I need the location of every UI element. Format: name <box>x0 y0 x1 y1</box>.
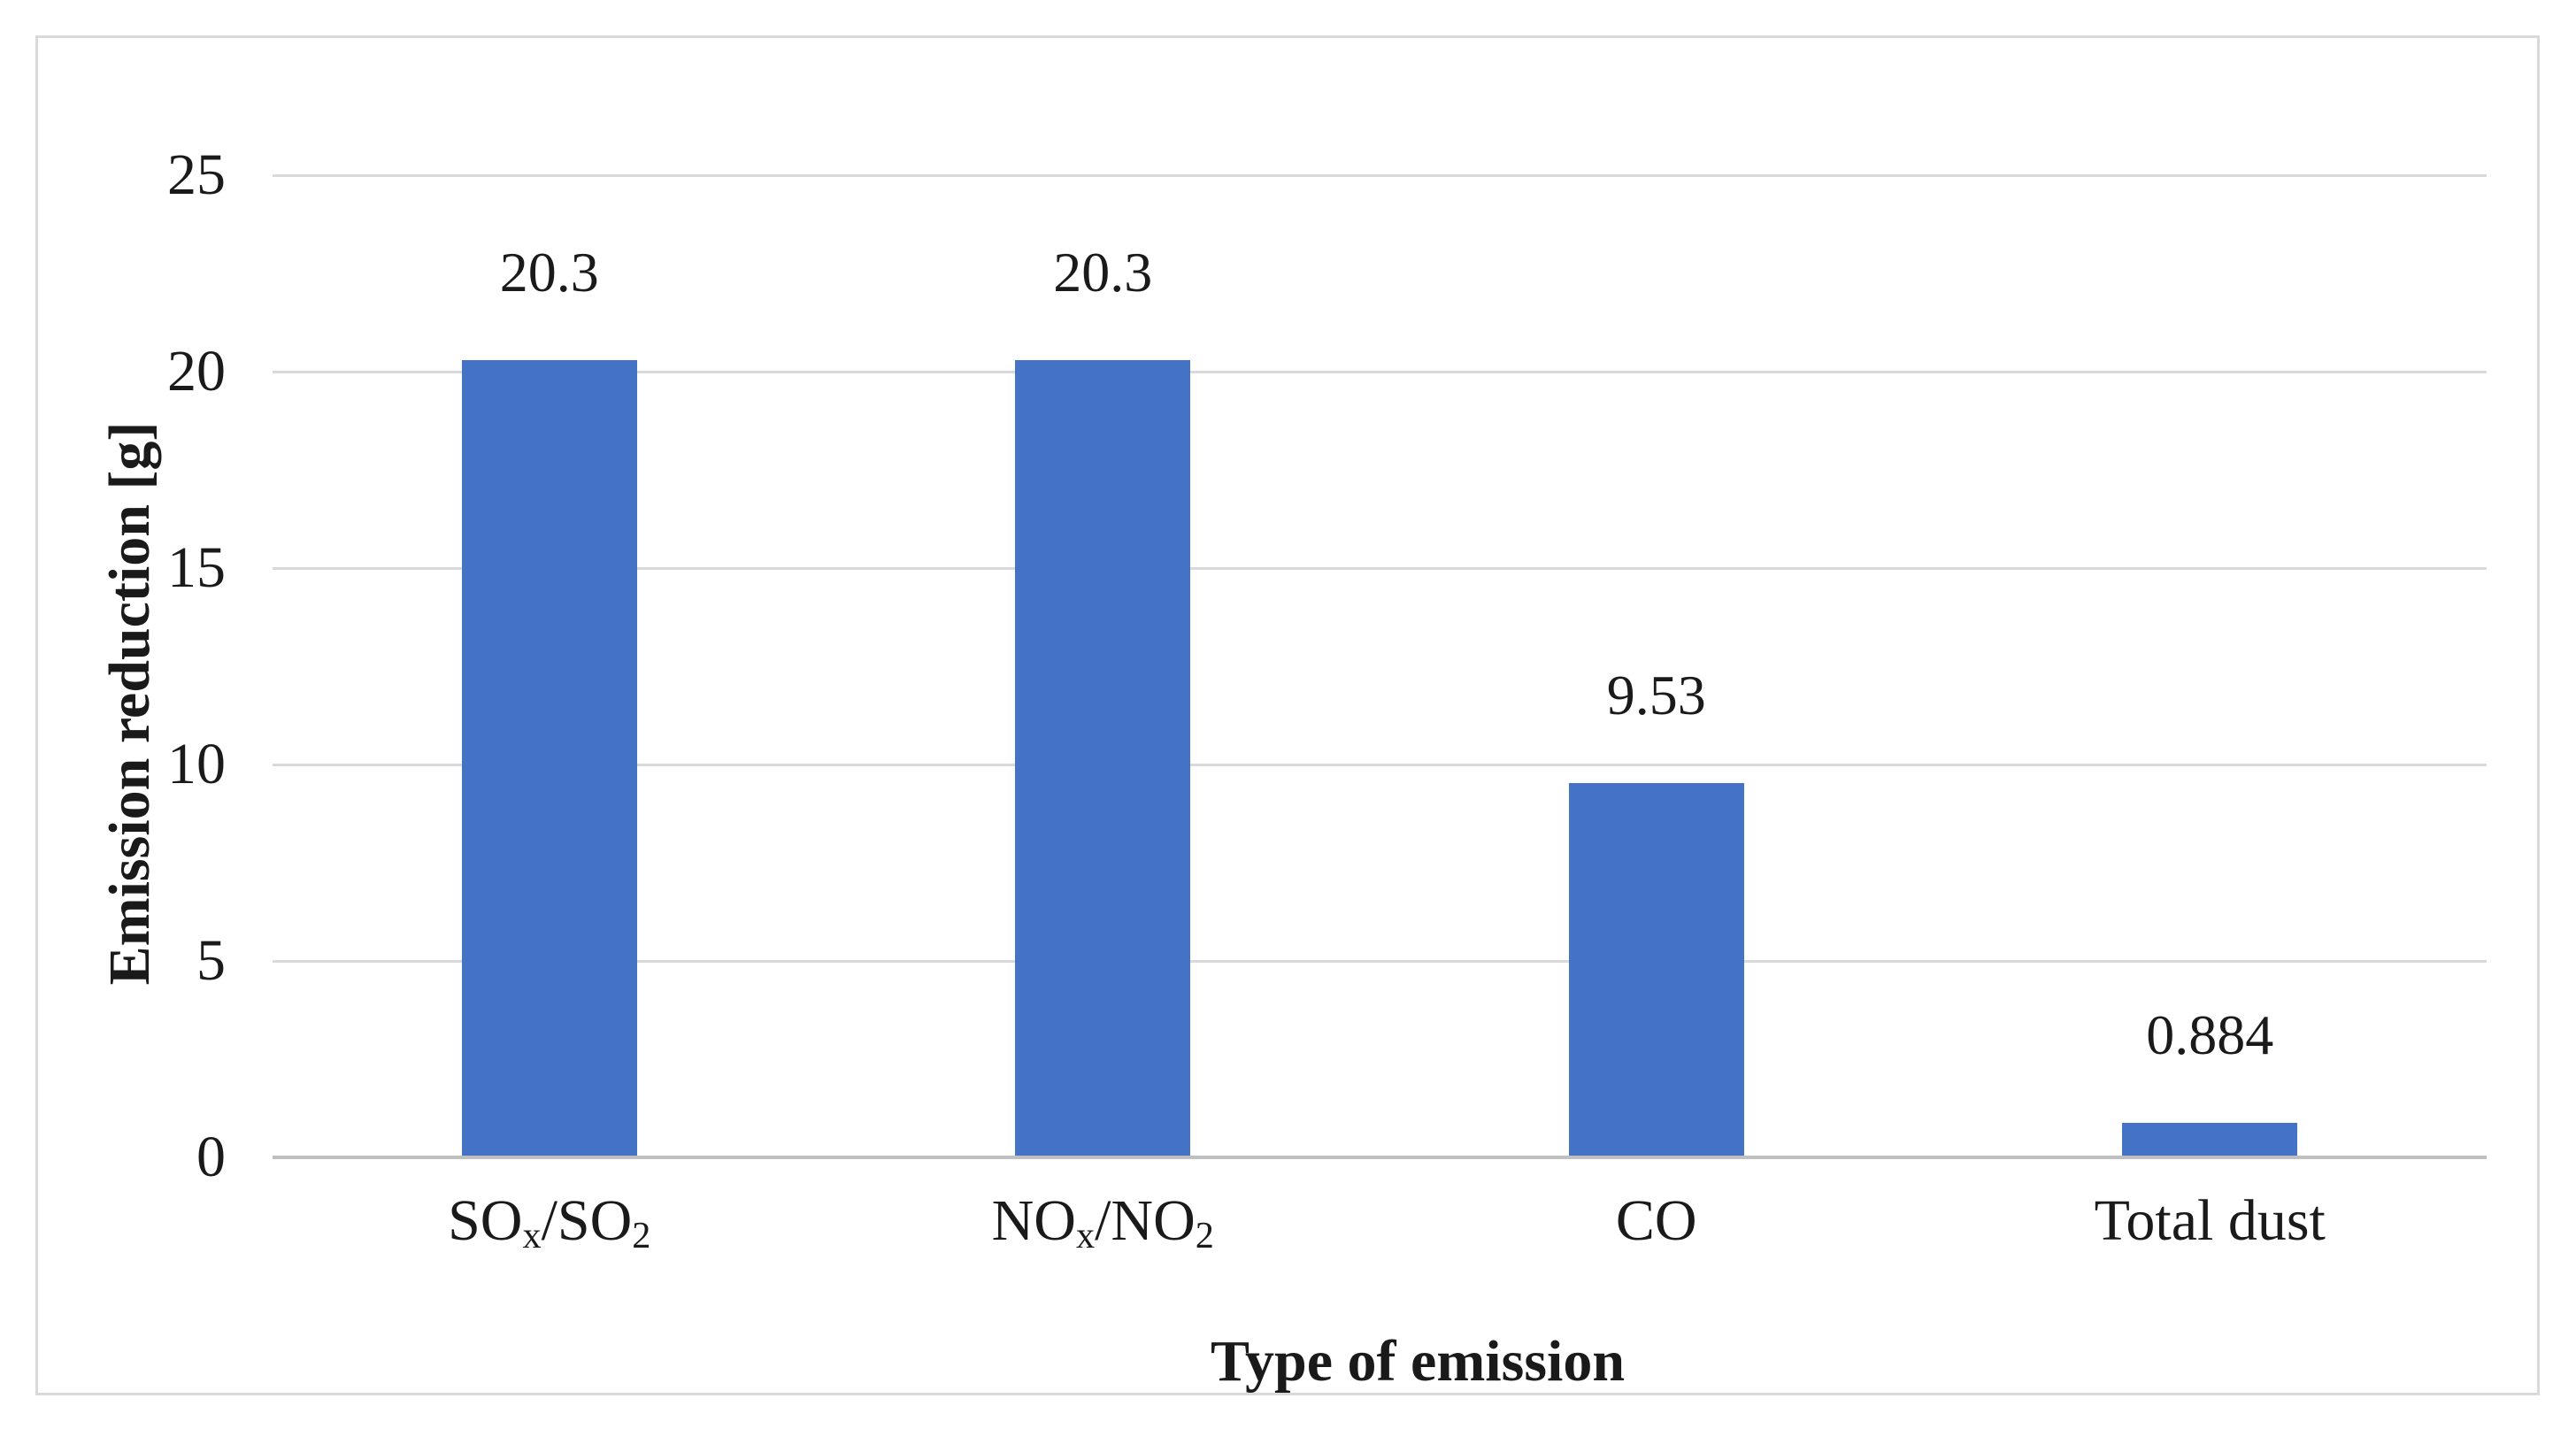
x-axis-title: Type of emission <box>1210 1329 1626 1394</box>
bar-SOx/SO2 <box>461 359 637 1157</box>
gridline-y-10 <box>273 764 2487 766</box>
category-label-NOx/NO2: NOx/NO2 <box>991 1188 1214 1257</box>
gridline-y-5 <box>273 960 2487 963</box>
value-label-Total dust: 0.884 <box>2146 1003 2274 1067</box>
y-tick-label-5: 5 <box>196 928 226 993</box>
bar-Total dust <box>2122 1122 2298 1157</box>
y-tick-label-0: 0 <box>196 1125 226 1189</box>
y-tick-label-10: 10 <box>167 732 226 796</box>
category-label-SOx/SO2: SOx/SO2 <box>448 1188 651 1257</box>
category-label-Total dust: Total dust <box>2094 1188 2326 1253</box>
bar-CO <box>1568 782 1744 1157</box>
category-slot-SOx/SO2: 20.3 SOx/SO2 <box>273 175 827 1256</box>
plot-area: 20.3 SOx/SO2 20.3 NOx/NO2 9.53 CO 0.884 Total d… <box>273 174 2488 1256</box>
y-tick-label-25: 25 <box>167 142 226 207</box>
category-slot-CO: 9.53 CO <box>1380 175 1934 1253</box>
category-slot-NOx/NO2: 20.3 NOx/NO2 <box>827 175 1380 1256</box>
x-axis-line <box>273 1156 2487 1159</box>
chart-frame: Emission reduction [g] Type of emission <box>35 35 2540 1395</box>
value-label-CO: 9.53 <box>1606 664 1706 727</box>
value-label-SOx/SO2: 20.3 <box>499 241 599 304</box>
gridline-y-15 <box>273 567 2487 570</box>
value-label-NOx/NO2: 20.3 <box>1053 241 1153 304</box>
category-label-CO: CO <box>1615 1188 1697 1253</box>
category-slot-Total dust: 0.884 Total dust <box>1934 175 2488 1253</box>
y-axis-tick-labels: 0 5 10 15 20 25 <box>35 146 226 1187</box>
gridline-y-20 <box>273 371 2487 373</box>
gridline-y-25 <box>273 174 2487 177</box>
bar-slots: 20.3 SOx/SO2 20.3 NOx/NO2 9.53 CO 0.884 Total d… <box>273 175 2488 1256</box>
bar-NOx/NO2 <box>1015 359 1191 1157</box>
y-tick-label-15: 15 <box>167 535 226 600</box>
y-tick-label-20: 20 <box>167 339 226 403</box>
